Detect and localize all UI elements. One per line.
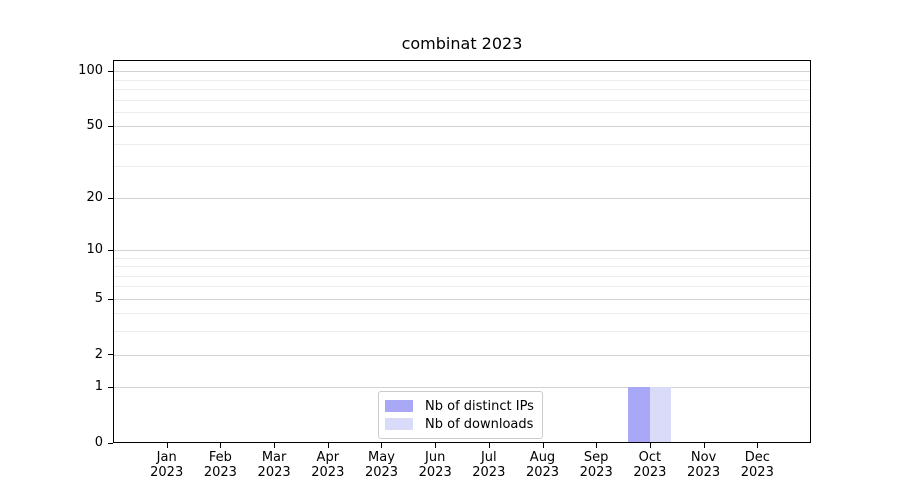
x-tick-year: 2023 (472, 465, 506, 480)
legend-label: Nb of distinct IPs (425, 398, 534, 414)
x-tick-mark (757, 443, 758, 448)
x-tick-month: May (368, 450, 395, 465)
y-tick-label: 100 (78, 63, 103, 79)
y-tick-label: 1 (94, 379, 103, 395)
x-tick-mark (167, 443, 168, 448)
x-tick-mark (220, 443, 221, 448)
legend-label: Nb of downloads (425, 416, 534, 432)
minor-gridline (114, 331, 810, 333)
plot-area (113, 60, 811, 443)
minor-gridline (114, 111, 810, 113)
x-tick-month: Nov (690, 450, 717, 465)
major-gridline (114, 387, 810, 389)
x-tick-label: Jan 2023 (139, 450, 195, 480)
legend: Nb of distinct IPs Nb of downloads (378, 391, 543, 439)
x-tick-month: Apr (316, 450, 340, 465)
major-gridline (114, 298, 810, 300)
x-tick-month: Aug (529, 450, 556, 465)
x-tick-month: Dec (744, 450, 770, 465)
major-gridline (114, 354, 810, 356)
x-tick-year: 2023 (364, 465, 399, 480)
legend-swatch (385, 418, 413, 430)
x-tick-label: Mar 2023 (246, 450, 302, 480)
x-tick-mark (489, 443, 490, 448)
minor-gridline (114, 275, 810, 277)
x-tick-mark (328, 443, 329, 448)
minor-gridline (114, 266, 810, 267)
legend-swatch (385, 400, 413, 412)
x-tick-year: 2023 (257, 465, 291, 480)
y-tick-label: 20 (86, 189, 103, 205)
x-tick-mark (650, 443, 651, 448)
x-tick-year: 2023 (418, 465, 452, 480)
legend-item: Nb of distinct IPs (385, 397, 534, 415)
x-tick-month: Feb (208, 450, 232, 465)
legend-item: Nb of downloads (385, 415, 534, 433)
x-tick-label: Jun 2023 (407, 450, 463, 480)
major-gridline (114, 126, 810, 128)
minor-gridline (114, 166, 810, 168)
bar-nb-of-distinct-ips (628, 387, 650, 442)
y-tick-label: 2 (94, 346, 103, 362)
y-tick-mark (108, 354, 113, 355)
x-tick-year: 2023 (525, 465, 560, 480)
y-tick-mark (108, 250, 113, 251)
x-tick-label: Oct 2023 (622, 450, 678, 480)
x-tick-year: 2023 (687, 465, 721, 480)
x-tick-label: Nov 2023 (676, 450, 732, 480)
minor-gridline (114, 79, 810, 81)
x-tick-label: Apr 2023 (300, 450, 356, 480)
x-tick-label: Sep 2023 (568, 450, 624, 480)
x-tick-mark (381, 443, 382, 448)
major-gridline (114, 197, 810, 199)
minor-gridline (114, 88, 810, 90)
y-tick-label: 10 (86, 241, 103, 257)
major-gridline (114, 71, 810, 73)
y-tick-mark (108, 198, 113, 199)
y-tick-mark (108, 299, 113, 300)
y-tick-mark (108, 126, 113, 127)
minor-gridline (114, 313, 810, 315)
x-tick-year: 2023 (740, 465, 774, 480)
x-tick-year: 2023 (150, 465, 184, 480)
x-tick-year: 2023 (579, 465, 613, 480)
bar-nb-of-downloads (649, 387, 672, 442)
x-tick-month: Jun (425, 450, 446, 465)
x-tick-year: 2023 (311, 465, 345, 480)
x-tick-year: 2023 (203, 465, 237, 480)
minor-gridline (114, 99, 810, 101)
bars-layer (114, 61, 810, 442)
major-gridline (114, 249, 810, 251)
x-tick-label: Dec 2023 (729, 450, 785, 480)
minor-gridline (114, 257, 810, 259)
y-tick-label: 5 (94, 290, 103, 306)
x-tick-month: Jan (156, 450, 177, 465)
x-tick-year: 2023 (633, 465, 667, 480)
x-tick-label: Aug 2023 (515, 450, 571, 480)
x-tick-month: Jul (480, 450, 497, 465)
y-tick-label: 50 (86, 118, 103, 134)
x-tick-label: May 2023 (354, 450, 410, 480)
y-tick-mark (108, 71, 113, 72)
y-tick-mark (108, 443, 113, 444)
x-tick-month: Sep (583, 450, 609, 465)
x-tick-month: Mar (261, 450, 287, 465)
x-tick-mark (596, 443, 597, 448)
x-tick-mark (704, 443, 705, 448)
x-tick-mark (543, 443, 544, 448)
y-tick-label: 0 (94, 435, 103, 450)
y-tick-mark (108, 387, 113, 388)
x-tick-mark (435, 443, 436, 448)
x-tick-label: Jul 2023 (461, 450, 517, 480)
gridlines-layer (114, 61, 810, 442)
minor-gridline (114, 286, 810, 288)
x-tick-month: Oct (638, 450, 662, 465)
chart-title: combinat 2023 (401, 34, 523, 53)
x-tick-mark (274, 443, 275, 448)
minor-gridline (114, 143, 810, 145)
x-tick-label: Feb 2023 (192, 450, 248, 480)
